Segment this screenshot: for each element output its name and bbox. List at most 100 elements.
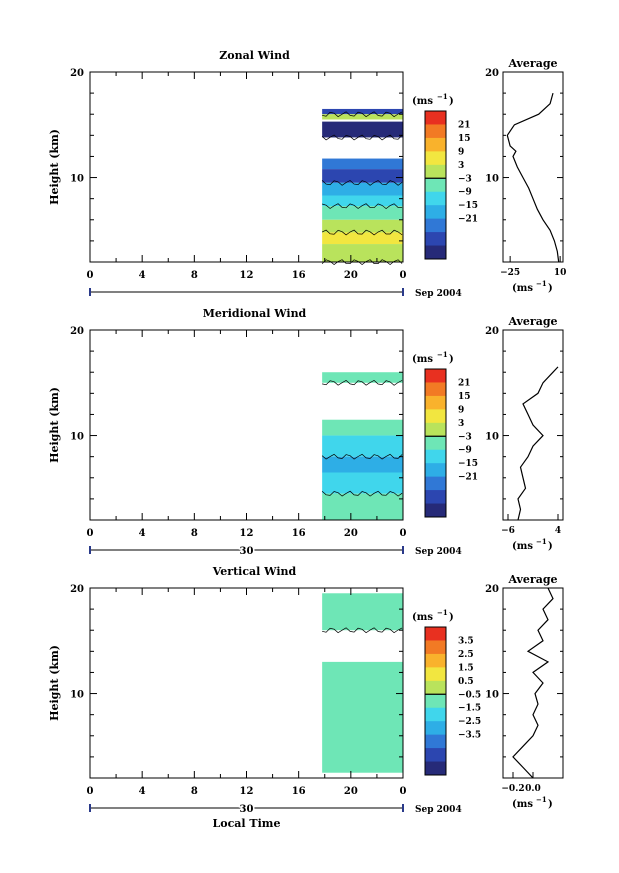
colorbar-label: 3 bbox=[458, 161, 464, 171]
colorbar-segment bbox=[425, 680, 446, 695]
average-y-tick-label: 10 bbox=[485, 690, 499, 701]
contour-line bbox=[321, 259, 403, 265]
average-x-label-close: ) bbox=[548, 283, 553, 294]
average-profile-line bbox=[512, 587, 554, 779]
average-title: Average bbox=[507, 315, 557, 328]
data-layer bbox=[322, 195, 403, 207]
colorbar-unit: (ms bbox=[412, 354, 433, 365]
average-y-tick-label: 20 bbox=[485, 326, 499, 337]
data-layer bbox=[322, 372, 403, 383]
colorbar-label: −2.5 bbox=[458, 717, 481, 727]
colorbar-label: −21 bbox=[458, 215, 478, 225]
colorbar-segment bbox=[425, 178, 446, 193]
average-frame bbox=[502, 329, 564, 521]
average-x-tick-label: 0.0 bbox=[525, 784, 541, 794]
date-tick-label: 30 bbox=[240, 546, 254, 557]
colorbar-segment bbox=[425, 382, 446, 397]
x-axis-label: Local Time bbox=[213, 817, 281, 830]
colorbar-label: 9 bbox=[458, 405, 464, 415]
data-layer bbox=[322, 108, 403, 115]
contour-line bbox=[322, 627, 403, 634]
data-layer bbox=[322, 114, 403, 120]
data-layer bbox=[322, 169, 403, 183]
y-tick-label: 20 bbox=[70, 68, 84, 79]
x-tick-label: 0 bbox=[87, 270, 94, 281]
colorbar-segment bbox=[425, 124, 446, 139]
x-tick-label: 20 bbox=[344, 786, 358, 797]
colorbar-segment bbox=[425, 694, 446, 709]
x-tick-label: 0 bbox=[87, 528, 94, 539]
y-tick-label: 20 bbox=[70, 326, 84, 337]
colorbar-unit-exp: −1 bbox=[437, 608, 448, 617]
y-tick-label: 10 bbox=[70, 432, 84, 443]
x-tick-label: 0 bbox=[400, 786, 407, 797]
y-axis-label: Height (km) bbox=[48, 645, 61, 721]
colorbar-segment bbox=[425, 111, 446, 125]
data-layer bbox=[322, 219, 403, 233]
data-layer bbox=[322, 206, 403, 220]
colorbar-segment bbox=[425, 422, 446, 437]
x-tick-label: 20 bbox=[344, 270, 358, 281]
data-layer bbox=[322, 593, 403, 631]
chart-title: Zonal Wind bbox=[219, 49, 290, 62]
average-x-label-exp: −1 bbox=[536, 795, 547, 804]
data-layer bbox=[322, 158, 403, 170]
colorbar-label: −9 bbox=[458, 446, 472, 456]
panel-2: Vertical Wind 10 20 Height (km) 0 4 8 12 16 20 0 30… bbox=[48, 565, 564, 830]
colorbar-label: 3.5 bbox=[458, 636, 474, 646]
colorbar-segment bbox=[425, 734, 446, 749]
data-layer bbox=[322, 661, 403, 773]
data-layer bbox=[322, 493, 403, 520]
data-layer bbox=[322, 244, 403, 262]
data-layer bbox=[322, 419, 403, 436]
colorbar-segment bbox=[425, 640, 446, 655]
colorbar-unit-close: ) bbox=[449, 354, 454, 365]
colorbar-segment bbox=[425, 449, 446, 464]
y-axis-label: Height (km) bbox=[48, 387, 61, 463]
colorbar-segment bbox=[425, 218, 446, 233]
data-layer bbox=[322, 435, 403, 457]
colorbar-unit-exp: −1 bbox=[437, 350, 448, 359]
colorbar-label: 1.5 bbox=[458, 663, 474, 673]
colorbar-segment bbox=[425, 164, 446, 179]
panel-0: Zonal Wind 10 20 Height (km) 0 4 8 12 16 20 0 Sep 2… bbox=[48, 49, 566, 299]
contour-line bbox=[322, 111, 403, 118]
colorbar-label: −21 bbox=[458, 473, 478, 483]
colorbar-segment bbox=[425, 245, 446, 260]
colorbar-frame bbox=[424, 368, 447, 518]
colorbar-label: −3 bbox=[458, 432, 472, 442]
x-tick-label: 0 bbox=[87, 786, 94, 797]
colorbar-label: −3.5 bbox=[458, 731, 481, 741]
average-x-tick-label: 4 bbox=[555, 526, 561, 536]
average-title: Average bbox=[507, 573, 557, 586]
average-frame bbox=[502, 587, 564, 779]
colorbar-segment bbox=[425, 395, 446, 410]
chart-title: Vertical Wind bbox=[212, 565, 297, 578]
colorbar-unit-exp: −1 bbox=[437, 92, 448, 101]
average-y-tick-label: 10 bbox=[485, 174, 499, 185]
colorbar-segment bbox=[425, 232, 446, 247]
average-y-tick-label: 20 bbox=[485, 584, 499, 595]
colorbar-label: −9 bbox=[458, 188, 472, 198]
contour-line bbox=[321, 134, 403, 141]
y-axis-label: Height (km) bbox=[48, 129, 61, 205]
colorbar-segment bbox=[425, 761, 446, 776]
x-tick-label: 0 bbox=[400, 270, 407, 281]
average-title: Average bbox=[507, 57, 557, 70]
x-tick-label: 16 bbox=[292, 786, 306, 797]
average-x-label: (ms bbox=[512, 799, 533, 810]
average-x-label-close: ) bbox=[548, 799, 553, 810]
colorbar-unit: (ms bbox=[412, 612, 433, 623]
colorbar-segment bbox=[425, 503, 446, 518]
colorbar-segment bbox=[425, 205, 446, 220]
average-x-label: (ms bbox=[512, 541, 533, 552]
contour-line bbox=[321, 203, 403, 210]
x-tick-label: 4 bbox=[139, 528, 146, 539]
x-tick-label: 16 bbox=[292, 270, 306, 281]
x-tick-label: 8 bbox=[191, 270, 198, 281]
colorbar-segment bbox=[425, 151, 446, 166]
x-tick-label: 20 bbox=[344, 528, 358, 539]
colorbar-unit-close: ) bbox=[449, 612, 454, 623]
average-y-tick-label: 20 bbox=[485, 68, 499, 79]
